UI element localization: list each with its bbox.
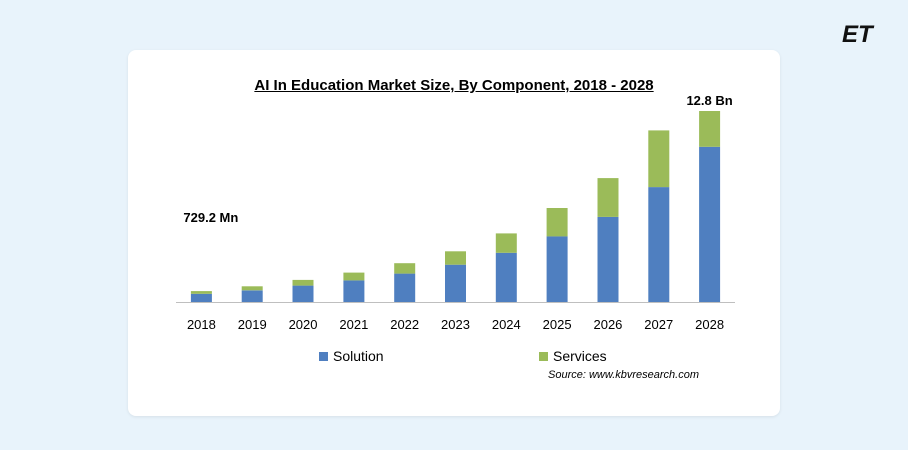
bar-services-2023 (445, 251, 466, 265)
x-tick-label-2028: 2028 (695, 317, 724, 332)
bar-solution-2027 (648, 187, 670, 302)
x-tick-label-2018: 2018 (187, 317, 216, 332)
bar-services-2028 (699, 111, 721, 147)
bar-solution-2018 (190, 293, 212, 302)
x-tick-label-2026: 2026 (593, 317, 622, 332)
source-note: Source: www.kbvresearch.com (548, 369, 699, 381)
bar-solution-2022 (394, 273, 416, 302)
bar-solution-2019 (241, 290, 263, 302)
chart-card: AI In Education Market Size, By Componen… (128, 50, 780, 416)
bar-services-2026 (597, 178, 619, 217)
bar-solution-2025 (546, 236, 568, 302)
logo-text: ET (842, 21, 875, 48)
legend-label-solution: Solution (333, 348, 384, 364)
legend-item-services: Services (539, 348, 607, 364)
bar-services-2022 (394, 263, 416, 274)
annotation-2018: 729.2 Mn (183, 210, 238, 225)
bar-services-2024 (495, 233, 517, 253)
annotation-2028: 12.8 Bn (686, 93, 732, 108)
bar-services-2021 (343, 272, 365, 281)
bar-solution-2021 (343, 280, 365, 302)
legend-swatch-solution (319, 351, 328, 361)
x-tick-label-2019: 2019 (238, 317, 267, 332)
x-tick-label-2023: 2023 (441, 317, 470, 332)
bar-chart: 2018 2019 2020 2021 2022 2023 2024 2025 2026 2027… (176, 93, 735, 332)
bar-services-2020 (292, 279, 314, 286)
legend-label-services: Services (553, 348, 607, 364)
chart-title: AI In Education Market Size, By Componen… (254, 77, 654, 94)
x-tick-label-2025: 2025 (543, 317, 572, 332)
et-logo: ET (842, 21, 875, 48)
legend-item-solution: Solution (319, 348, 384, 364)
bar-solution-2024 (495, 252, 517, 302)
x-tick-label-2022: 2022 (390, 317, 419, 332)
bar-solution-2026 (597, 216, 619, 302)
bar-services-2027 (648, 130, 670, 188)
legend: Solution Services (128, 348, 780, 368)
x-tick-label-2020: 2020 (289, 317, 318, 332)
bar-services-2025 (546, 208, 568, 237)
x-tick-label-2024: 2024 (492, 317, 521, 332)
legend-swatch-services (539, 351, 548, 361)
x-tick-label-2027: 2027 (644, 317, 673, 332)
x-tick-label-2021: 2021 (339, 317, 368, 332)
bar-services-2018 (190, 291, 212, 294)
bar-solution-2020 (292, 285, 314, 302)
bar-services-2019 (241, 286, 263, 291)
bar-solution-2028 (699, 146, 721, 302)
bar-solution-2023 (445, 264, 466, 302)
